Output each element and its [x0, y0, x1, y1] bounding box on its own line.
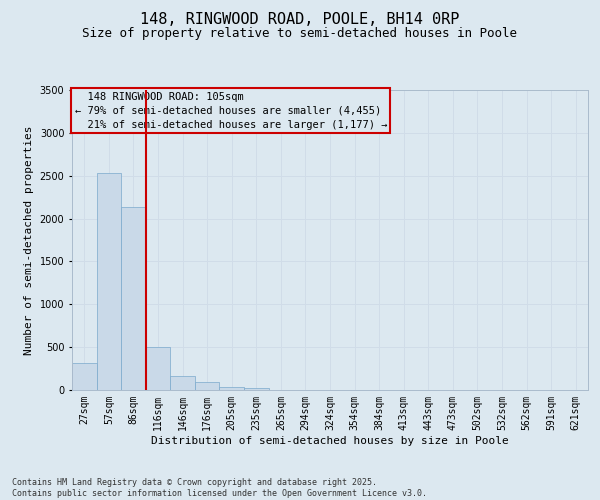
Bar: [72, 364, 97, 390]
Text: Contains HM Land Registry data © Crown copyright and database right 2025.
Contai: Contains HM Land Registry data © Crown c…: [12, 478, 427, 498]
X-axis label: Distribution of semi-detached houses by size in Poole: Distribution of semi-detached houses by …: [151, 436, 509, 446]
Text: 148, RINGWOOD ROAD, POOLE, BH14 0RP: 148, RINGWOOD ROAD, POOLE, BH14 0RP: [140, 12, 460, 28]
Y-axis label: Number of semi-detached properties: Number of semi-detached properties: [24, 125, 34, 355]
Text: Size of property relative to semi-detached houses in Poole: Size of property relative to semi-detach…: [83, 28, 517, 40]
Bar: [244, 388, 269, 390]
Text: 148 RINGWOOD ROAD: 105sqm
← 79% of semi-detached houses are smaller (4,455)
  21: 148 RINGWOOD ROAD: 105sqm ← 79% of semi-…: [74, 92, 387, 130]
Bar: [170, 376, 195, 390]
Bar: [146, 347, 170, 390]
Bar: [220, 387, 244, 390]
Bar: [121, 206, 146, 390]
Bar: [97, 173, 121, 390]
Bar: [195, 382, 220, 390]
